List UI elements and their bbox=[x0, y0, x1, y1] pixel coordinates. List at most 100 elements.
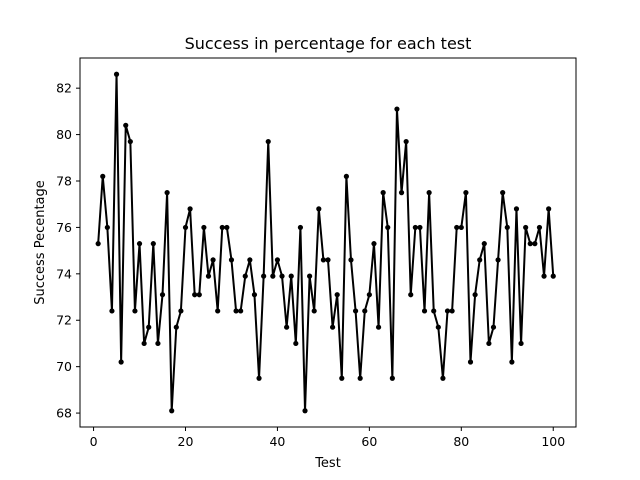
data-point bbox=[330, 324, 336, 330]
data-point bbox=[219, 224, 225, 231]
data-point bbox=[284, 324, 290, 330]
data-point bbox=[495, 257, 501, 263]
data-point bbox=[463, 190, 469, 196]
data-point bbox=[109, 308, 115, 314]
data-point bbox=[187, 206, 193, 212]
data-point bbox=[486, 340, 492, 347]
data-point bbox=[261, 273, 267, 279]
data-point bbox=[541, 273, 547, 279]
data-point bbox=[251, 292, 258, 298]
data-point bbox=[408, 292, 414, 298]
y-tick-label: 78 bbox=[56, 174, 72, 189]
data-point bbox=[127, 138, 133, 145]
data-point bbox=[357, 375, 363, 381]
data-point bbox=[215, 308, 221, 314]
data-point bbox=[398, 190, 405, 196]
data-point bbox=[118, 359, 124, 365]
x-axis-label: Test bbox=[314, 456, 341, 471]
data-point bbox=[288, 273, 294, 279]
data-point bbox=[325, 257, 331, 263]
data-point bbox=[238, 308, 244, 314]
data-point bbox=[513, 206, 520, 212]
x-tick-label: 80 bbox=[453, 434, 469, 449]
data-point bbox=[279, 273, 285, 279]
data-point bbox=[500, 190, 506, 196]
data-point bbox=[173, 324, 179, 330]
data-point bbox=[228, 257, 235, 263]
plot-area bbox=[79, 57, 577, 428]
data-point bbox=[467, 359, 474, 365]
data-point bbox=[518, 340, 524, 347]
data-point bbox=[412, 224, 418, 231]
data-point bbox=[417, 224, 423, 231]
data-point bbox=[113, 71, 120, 77]
data-point bbox=[504, 224, 510, 231]
data-point bbox=[104, 224, 110, 231]
data-point bbox=[472, 292, 478, 298]
x-tick-label: 60 bbox=[361, 434, 377, 449]
data-point bbox=[348, 257, 354, 263]
data-point bbox=[182, 224, 189, 231]
data-point bbox=[509, 359, 515, 365]
data-point bbox=[146, 324, 152, 330]
data-point bbox=[274, 257, 281, 263]
data-point bbox=[311, 308, 317, 314]
y-tick-label: 68 bbox=[56, 406, 72, 421]
data-point bbox=[546, 206, 552, 212]
x-axis-ticks: 0 20 40 60 80 100 bbox=[90, 427, 565, 449]
x-tick-label: 0 bbox=[90, 434, 98, 449]
data-point bbox=[302, 408, 308, 414]
data-point bbox=[136, 241, 143, 247]
data-point bbox=[201, 224, 207, 231]
data-point bbox=[339, 375, 345, 381]
chart-title: Success in percentage for each test bbox=[185, 34, 472, 53]
data-point bbox=[366, 292, 372, 298]
data-point bbox=[523, 224, 529, 231]
data-point bbox=[435, 324, 441, 330]
data-point bbox=[205, 273, 212, 279]
data-point bbox=[150, 241, 156, 247]
data-point bbox=[242, 273, 248, 279]
data-point bbox=[196, 292, 202, 298]
data-point bbox=[307, 273, 313, 279]
plot-frame bbox=[79, 57, 577, 428]
data-point bbox=[178, 308, 184, 314]
data-point bbox=[256, 375, 262, 381]
data-point bbox=[247, 257, 253, 263]
y-tick-label: 74 bbox=[56, 266, 72, 281]
data-point bbox=[550, 273, 556, 279]
data-point bbox=[421, 308, 428, 314]
data-point bbox=[385, 224, 391, 231]
data-point bbox=[297, 224, 304, 231]
y-tick-label: 80 bbox=[56, 127, 72, 142]
data-point bbox=[444, 308, 451, 314]
x-tick-label: 40 bbox=[269, 434, 285, 449]
data-point bbox=[481, 241, 487, 247]
data-point bbox=[394, 106, 400, 112]
data-point bbox=[320, 257, 326, 263]
data-point bbox=[169, 408, 175, 414]
data-point bbox=[490, 324, 497, 330]
data-point bbox=[527, 241, 533, 247]
y-tick-label: 70 bbox=[56, 359, 72, 374]
data-point bbox=[123, 122, 129, 128]
data-point bbox=[403, 138, 409, 145]
data-point bbox=[477, 257, 483, 263]
data-point bbox=[449, 308, 455, 314]
data-point bbox=[293, 340, 299, 347]
data-point bbox=[164, 190, 170, 196]
data-point bbox=[426, 190, 432, 196]
y-tick-label: 82 bbox=[56, 81, 72, 96]
data-point bbox=[352, 308, 359, 314]
data-point bbox=[362, 308, 368, 314]
data-point bbox=[458, 224, 464, 231]
data-point bbox=[316, 206, 322, 212]
data-points bbox=[95, 71, 556, 414]
y-tick-label: 76 bbox=[56, 220, 72, 235]
data-point bbox=[334, 292, 340, 298]
data-point bbox=[159, 292, 166, 298]
data-point bbox=[265, 138, 271, 145]
data-point bbox=[389, 375, 395, 381]
data-point bbox=[343, 173, 349, 179]
